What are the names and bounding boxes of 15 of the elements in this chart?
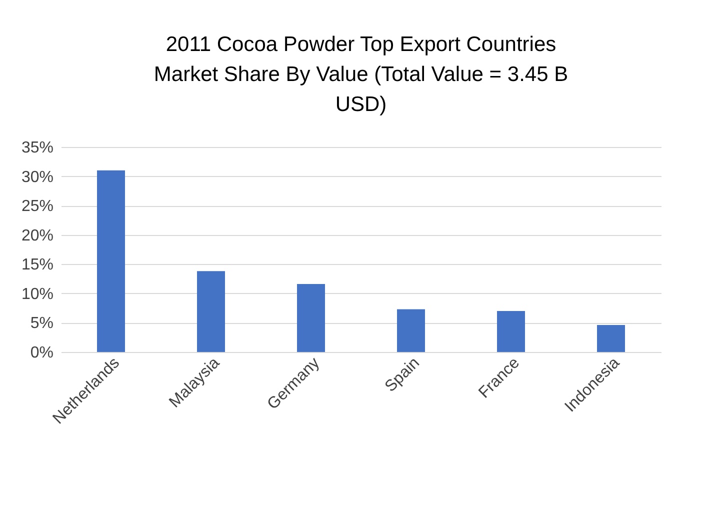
bar bbox=[97, 170, 125, 352]
y-tick-label: 0% bbox=[30, 344, 54, 362]
y-tick-label: 5% bbox=[30, 315, 54, 332]
y-tick-label: 25% bbox=[21, 198, 54, 216]
bar bbox=[297, 284, 325, 352]
bar bbox=[597, 325, 625, 352]
y-tick-label: 20% bbox=[21, 227, 54, 244]
bar bbox=[497, 311, 525, 352]
y-tick-label: 15% bbox=[21, 256, 54, 274]
bar bbox=[397, 309, 425, 352]
y-tick-label: 30% bbox=[21, 168, 54, 186]
y-tick-label: 35% bbox=[21, 140, 54, 156]
y-tick-label: 10% bbox=[21, 286, 54, 303]
chart-title: 2011 Cocoa Powder Top Export Countries Market Share By Value (Total Value = 3.45 B USD) bbox=[154, 33, 568, 116]
bar bbox=[197, 271, 225, 352]
